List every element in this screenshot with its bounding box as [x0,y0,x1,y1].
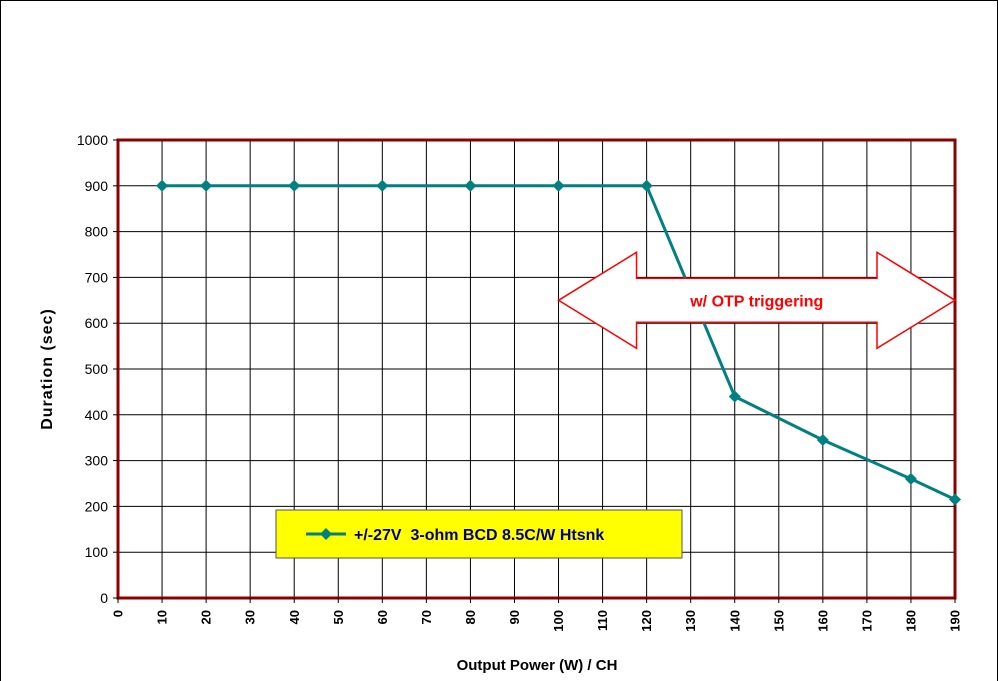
y-tick-label: 600 [85,315,109,331]
annotation-arrow: w/ OTP triggering [557,250,957,350]
x-tick-label: 140 [727,610,742,632]
x-tick-label: 20 [199,610,214,624]
x-tick-label: 150 [771,610,786,632]
x-axis-ticks: 0 10 20 30 40 50 60 70 80 90 100 110 120 130 140 150 160… [111,598,963,632]
data-point [288,179,301,192]
data-point [904,472,917,485]
y-tick-label: 200 [85,498,109,514]
data-point [376,179,389,192]
double-arrow-shape [557,250,957,350]
x-tick-label: 190 [948,610,963,632]
legend-box [275,509,683,559]
x-axis-label: Output Power (W) / CH [457,657,618,674]
data-point [200,179,213,192]
data-point [552,179,565,192]
data-point [640,179,653,192]
y-tick-label: 300 [85,453,109,469]
y-tick-label: 400 [85,407,109,423]
data-point [816,433,829,446]
x-tick-label: 60 [375,610,390,624]
data-point [728,390,741,403]
annotation-text: w/ OTP triggering [689,293,823,310]
x-tick-label: 110 [595,610,610,631]
y-tick-label: 500 [85,361,109,377]
x-tick-label: 40 [287,610,302,624]
x-tick-label: 70 [419,610,434,624]
x-tick-label: 120 [639,610,654,632]
x-tick-label: 160 [815,610,830,632]
y-tick-label: 800 [85,224,109,240]
legend-label: +/-27V 3-ohm BCD 8.5C/W Htsnk [354,527,604,544]
y-tick-label: 100 [85,544,109,560]
y-axis-label: Duration (sec) [39,308,56,430]
y-axis-ticks: 0 100 200 300 400 500 600 700 800 900 1000 [77,132,118,606]
x-tick-label: 90 [507,610,522,624]
data-point [949,493,961,506]
x-tick-label: 10 [155,610,170,624]
y-tick-label: 0 [100,590,108,606]
y-tick-label: 900 [85,178,109,194]
x-tick-label: 50 [331,610,346,624]
data-point [464,179,477,192]
legend-marker [320,528,332,540]
x-tick-label: 130 [683,610,698,632]
x-tick-label: 180 [903,610,918,632]
data-point [156,179,169,192]
y-tick-label: 1000 [77,132,108,148]
x-tick-label: 80 [463,610,478,624]
legend: +/-27V 3-ohm BCD 8.5C/W Htsnk [275,509,683,559]
x-tick-label: 30 [243,610,258,624]
series-layer [156,179,961,506]
y-tick-label: 700 [85,269,109,285]
x-tick-label: 100 [551,610,566,632]
x-tick-label: 0 [111,610,126,617]
x-tick-label: 170 [859,610,874,632]
